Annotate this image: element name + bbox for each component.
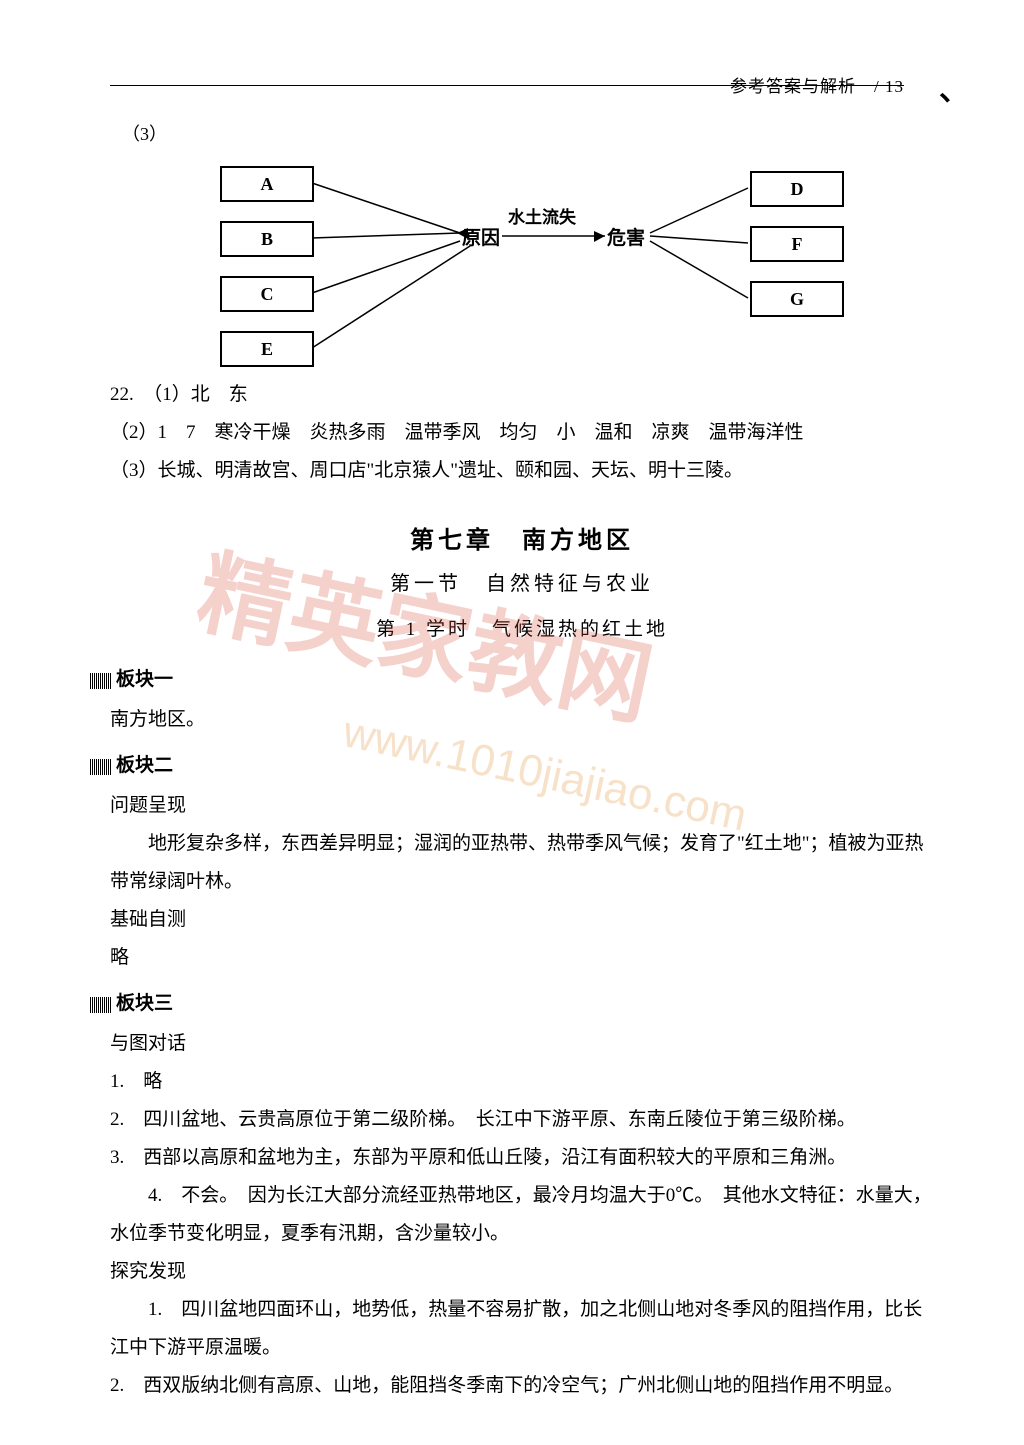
corner-mark: 、	[939, 65, 969, 109]
answer-22-2: （2）1 7 寒冷干燥 炎热多雨 温带季风 均匀 小 温和 凉爽 温带海洋性	[110, 414, 934, 452]
block-2-line-2: 地形复杂多样，东西差异明显；湿润的亚热带、热带季风气候；发育了"红土地"；植被为…	[110, 825, 934, 901]
block-2-line-3: 基础自测	[110, 901, 934, 939]
block-3-line-1: 与图对话	[110, 1025, 934, 1063]
page-header: 参考答案与解析 / 13	[730, 72, 904, 97]
diagram-cause-label: 原因	[462, 223, 500, 250]
block-3-line-5: 探究发现	[110, 1253, 934, 1291]
diagram-hazard-label: 危害	[607, 223, 645, 250]
diagram-box-g: G	[750, 281, 844, 317]
diagram-box-e: E	[220, 331, 314, 367]
block-2-line-1: 问题呈现	[110, 787, 934, 825]
block-1-line-1: 南方地区。	[110, 701, 934, 739]
question-3-label: （3）	[122, 120, 934, 146]
block-prefix-icon	[90, 759, 112, 775]
block-3-item-6: 2. 西双版纳北侧有高原、山地，能阻挡冬季南下的冷空气；广州北侧山地的阻挡作用不…	[110, 1367, 934, 1405]
block-2-label: 板块二	[90, 747, 934, 785]
block-3-item-3: 3. 西部以高原和盆地为主，东部为平原和低山丘陵，沿江有面积较大的平原和三角洲。	[110, 1139, 934, 1177]
chapter-title: 第七章 南方地区	[110, 520, 934, 555]
block-2-line-4: 略	[110, 939, 934, 977]
diagram-box-c: C	[220, 276, 314, 312]
lesson-title: 第 1 学时 气候湿热的红土地	[110, 614, 934, 641]
block-prefix-icon	[90, 997, 112, 1013]
block-3-item-4: 4. 不会。 因为长江大部分流经亚热带地区，最冷月均温大于0℃。 其他水文特征：…	[110, 1177, 934, 1253]
diagram-box-b: B	[220, 221, 314, 257]
block-3-item-2: 2. 四川盆地、云贵高原位于第二级阶梯。 长江中下游平原、东南丘陵位于第三级阶梯…	[110, 1101, 934, 1139]
diagram-arrow-label: 水土流失	[508, 203, 576, 228]
answer-22-1: 22. （1）北 东	[110, 376, 934, 414]
block-prefix-icon	[90, 673, 112, 689]
section-title: 第一节 自然特征与农业	[110, 567, 934, 596]
cause-hazard-diagram: A B C E D F G 原因 危害 水土流失	[190, 161, 870, 371]
block-3-item-5: 1. 四川盆地四面环山，地势低，热量不容易扩散，加之北侧山地对冬季风的阻挡作用，…	[110, 1291, 934, 1367]
answer-22-3: （3）长城、明清故宫、周口店"北京猿人"遗址、颐和园、天坛、明十三陵。	[110, 452, 934, 490]
diagram-box-f: F	[750, 226, 844, 262]
diagram-box-d: D	[750, 171, 844, 207]
diagram-box-a: A	[220, 166, 314, 202]
block-3-label: 板块三	[90, 985, 934, 1023]
block-3-item-1: 1. 略	[110, 1063, 934, 1101]
block-1-label: 板块一	[90, 661, 934, 699]
